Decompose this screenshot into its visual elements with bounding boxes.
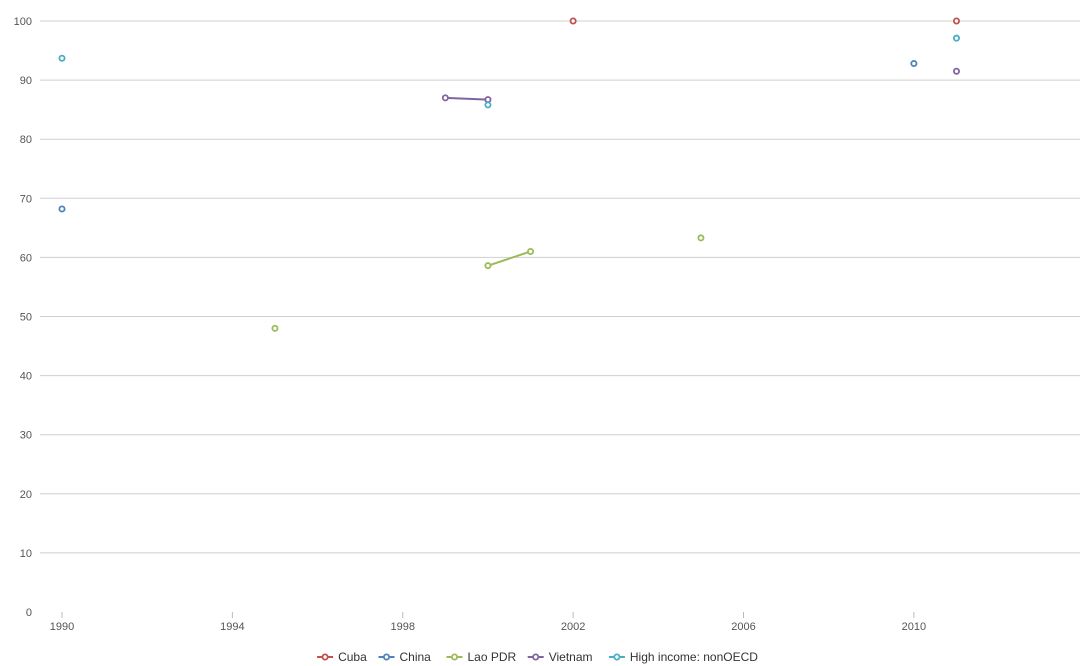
legend-item[interactable]: High income: nonOECD bbox=[608, 650, 758, 664]
legend-label: Vietnam bbox=[549, 650, 593, 664]
y-tick-label: 20 bbox=[20, 489, 32, 501]
legend-marker bbox=[321, 653, 329, 661]
series-layer bbox=[58, 17, 960, 332]
y-tick-label: 60 bbox=[20, 252, 32, 264]
data-point[interactable] bbox=[952, 67, 960, 75]
legend-label: China bbox=[400, 650, 432, 664]
legend-marker bbox=[613, 653, 621, 661]
legend: Cuba China Lao PDR Vietnam High income: nonO… bbox=[317, 650, 758, 664]
x-tick-label: 1994 bbox=[220, 621, 244, 633]
series-china bbox=[58, 60, 918, 213]
legend-item[interactable]: Cuba bbox=[317, 650, 367, 664]
x-tick-label: 2006 bbox=[731, 621, 755, 633]
y-tick-label: 40 bbox=[20, 371, 32, 383]
data-point[interactable] bbox=[58, 54, 66, 62]
data-point[interactable] bbox=[952, 34, 960, 42]
y-tick-label: 90 bbox=[20, 75, 32, 87]
data-point[interactable] bbox=[441, 94, 449, 102]
y-axis: 0 10 20 30 40 50 60 70 80 90 100 bbox=[14, 16, 32, 619]
legend-item[interactable]: Vietnam bbox=[527, 650, 593, 664]
x-tick-label: 1990 bbox=[50, 621, 74, 633]
data-point[interactable] bbox=[271, 324, 279, 332]
data-point[interactable] bbox=[952, 17, 960, 25]
legend-marker bbox=[382, 653, 390, 661]
y-tick-label: 100 bbox=[14, 16, 32, 28]
y-tick-label: 50 bbox=[20, 312, 32, 324]
legend-item[interactable]: Lao PDR bbox=[446, 650, 517, 664]
data-point[interactable] bbox=[527, 247, 535, 255]
series-lao-pdr bbox=[271, 234, 705, 332]
y-tick-label: 10 bbox=[20, 548, 32, 560]
y-tick-label: 30 bbox=[20, 430, 32, 442]
x-tick-label: 1998 bbox=[391, 621, 415, 633]
series-line-segment bbox=[445, 96, 488, 101]
x-tick-label: 2010 bbox=[902, 621, 926, 633]
data-point[interactable] bbox=[58, 205, 66, 213]
y-tick-label: 80 bbox=[20, 134, 32, 146]
legend-item[interactable]: China bbox=[378, 650, 432, 664]
series-line-segment bbox=[487, 250, 531, 267]
legend-marker bbox=[532, 653, 540, 661]
series-high-income-nonoecd bbox=[58, 34, 960, 109]
y-tick-label: 0 bbox=[26, 607, 32, 619]
series-cuba bbox=[569, 17, 960, 25]
x-axis: 1990 1994 1998 2002 2006 2010 bbox=[50, 612, 926, 633]
legend-marker bbox=[450, 653, 458, 661]
legend-label: High income: nonOECD bbox=[630, 650, 758, 664]
data-point[interactable] bbox=[484, 101, 492, 109]
data-point[interactable] bbox=[910, 60, 918, 68]
data-point[interactable] bbox=[484, 262, 492, 270]
gridlines bbox=[40, 20, 1080, 554]
legend-label: Lao PDR bbox=[468, 650, 517, 664]
series-vietnam bbox=[441, 67, 960, 104]
data-point[interactable] bbox=[697, 234, 705, 242]
x-tick-label: 2002 bbox=[561, 621, 585, 633]
y-tick-label: 70 bbox=[20, 193, 32, 205]
legend-label: Cuba bbox=[338, 650, 367, 664]
data-point[interactable] bbox=[569, 17, 577, 25]
